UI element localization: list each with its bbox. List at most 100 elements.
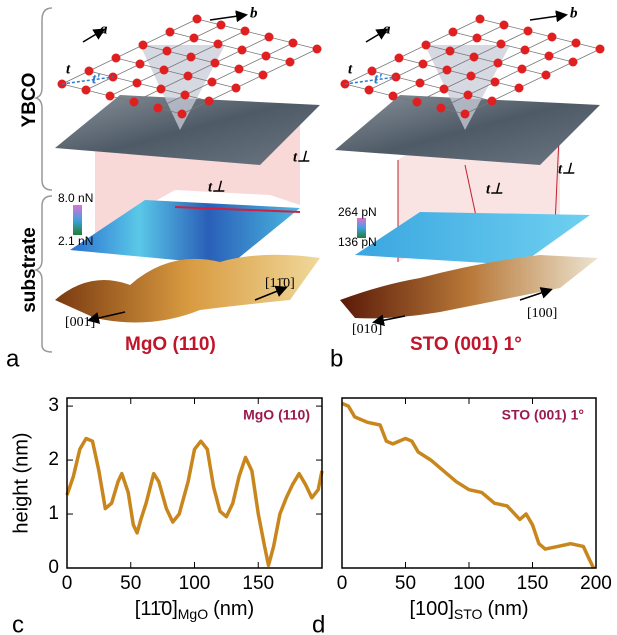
atom bbox=[473, 34, 482, 43]
atom bbox=[488, 97, 497, 106]
atom bbox=[166, 28, 175, 37]
x-tick-label: 50 bbox=[120, 573, 141, 594]
atom bbox=[470, 53, 479, 62]
hopping-label: t bbox=[348, 61, 353, 77]
atom bbox=[416, 79, 425, 88]
height-profile bbox=[342, 403, 594, 568]
atom bbox=[467, 72, 476, 81]
scale-label: 8.0 nN bbox=[58, 191, 93, 205]
x-tick-label: 100 bbox=[179, 573, 211, 594]
scale-label: 136 pN bbox=[338, 235, 377, 249]
panel-label: b bbox=[330, 345, 343, 372]
figure: YBCO substrate a b t t' t⊥ t⊥ 8.0 nN bbox=[0, 0, 617, 635]
annotation: MgO (110) bbox=[243, 407, 310, 423]
hopping-label: t' bbox=[92, 71, 100, 87]
hopping-label: t⊥ bbox=[293, 149, 310, 165]
material-label: MgO (110) bbox=[125, 334, 216, 355]
atom bbox=[184, 72, 193, 81]
atom bbox=[208, 78, 217, 87]
atom bbox=[437, 104, 446, 113]
atom bbox=[190, 34, 199, 43]
lattice-arrow bbox=[210, 15, 245, 20]
atom bbox=[157, 85, 166, 94]
panel-label: c bbox=[12, 611, 24, 635]
hopping-label: t⊥ bbox=[558, 161, 575, 177]
atom bbox=[497, 40, 506, 49]
x-tick-label: 200 bbox=[580, 573, 612, 594]
atom bbox=[130, 98, 139, 107]
atom bbox=[181, 91, 190, 100]
atom bbox=[461, 110, 470, 119]
atom bbox=[596, 45, 605, 54]
atom bbox=[241, 27, 250, 36]
y-tick-label: 3 bbox=[48, 395, 59, 416]
atom bbox=[464, 91, 473, 100]
direction-label: [010] bbox=[352, 322, 382, 337]
hopping-label: t⊥ bbox=[208, 179, 225, 195]
atom bbox=[542, 71, 551, 80]
atom bbox=[446, 47, 455, 56]
lattice-arrow bbox=[530, 15, 565, 20]
atom bbox=[265, 33, 274, 42]
atom bbox=[289, 39, 298, 48]
atom bbox=[569, 58, 578, 67]
y-tick-label: 0 bbox=[48, 557, 59, 578]
atom bbox=[313, 45, 322, 54]
atom bbox=[112, 54, 121, 63]
atom bbox=[545, 52, 554, 61]
atom bbox=[238, 46, 247, 55]
x-tick-label: 0 bbox=[62, 573, 73, 594]
atom bbox=[214, 40, 223, 49]
atom bbox=[413, 98, 422, 107]
x-label-unit: (nm) bbox=[213, 598, 254, 620]
height-profile bbox=[67, 439, 322, 566]
atom bbox=[389, 92, 398, 101]
atom bbox=[286, 58, 295, 67]
atom bbox=[259, 71, 268, 80]
layer-label: substrate bbox=[19, 227, 40, 313]
atom bbox=[178, 110, 187, 119]
plot-frame bbox=[67, 398, 322, 568]
atom bbox=[440, 85, 449, 94]
atom bbox=[163, 47, 172, 56]
atom bbox=[106, 92, 115, 101]
atom bbox=[139, 41, 148, 50]
atom bbox=[443, 66, 452, 75]
atom bbox=[205, 97, 214, 106]
x-tick-label: 150 bbox=[517, 573, 549, 594]
atom bbox=[365, 86, 374, 95]
x-label-sub: STO bbox=[454, 606, 483, 622]
atom bbox=[232, 84, 241, 93]
atom bbox=[449, 28, 458, 37]
hopping-label: t' bbox=[374, 71, 382, 87]
scale-label: 2.1 nN bbox=[58, 234, 93, 248]
x-label-unit: (nm) bbox=[487, 598, 528, 620]
y-tick-label: 2 bbox=[48, 449, 59, 470]
y-axis-label: height (nm) bbox=[10, 432, 32, 533]
x-tick-label: 50 bbox=[395, 573, 416, 594]
x-axis-label: [100]STO(nm) bbox=[409, 598, 528, 621]
direction-label: [001] bbox=[65, 315, 95, 330]
atom bbox=[136, 60, 145, 69]
atom bbox=[133, 79, 142, 88]
x-label-main: [11̄0] bbox=[135, 598, 178, 620]
atom bbox=[262, 52, 271, 61]
atom bbox=[491, 78, 500, 87]
x-tick-label: 0 bbox=[337, 573, 348, 594]
atom bbox=[395, 54, 404, 63]
scale-label: 264 pN bbox=[338, 205, 377, 219]
lattice-label: a bbox=[383, 21, 391, 37]
atom bbox=[518, 65, 527, 74]
atom bbox=[500, 21, 509, 30]
lattice-label: b bbox=[570, 5, 578, 21]
atom bbox=[521, 46, 530, 55]
x-tick-label: 100 bbox=[453, 573, 485, 594]
atom bbox=[419, 60, 428, 69]
annotation: STO (001) 1° bbox=[502, 407, 584, 423]
x-label-sub: MgO bbox=[178, 606, 208, 622]
atom bbox=[217, 21, 226, 30]
lattice-label: a bbox=[100, 21, 108, 37]
panel-label: d bbox=[312, 611, 325, 635]
x-label-main: [100] bbox=[409, 598, 453, 620]
